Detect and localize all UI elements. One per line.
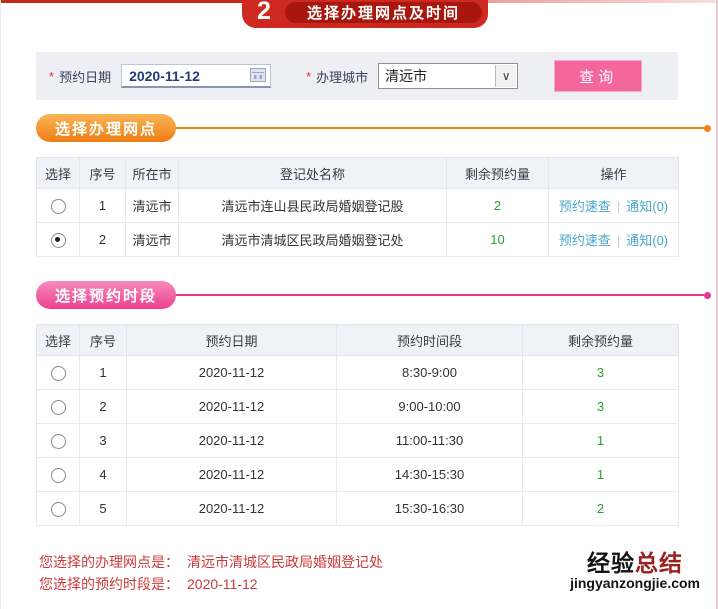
required-asterisk: * [49, 68, 55, 84]
section-dot [704, 291, 711, 299]
slot-remaining: 2 [522, 491, 679, 526]
slot-radio-1[interactable] [50, 365, 66, 381]
link-separator: | [616, 233, 621, 248]
table-row: 1 2020-11-12 8:30-9:00 3 [36, 355, 679, 390]
site-radio-1[interactable] [50, 198, 66, 214]
slot-remaining: 1 [522, 457, 679, 492]
slot-section-title: 选择预约时段 [36, 281, 176, 309]
site-remaining: 2 [446, 188, 549, 223]
col-header-seq: 序号 [79, 324, 127, 356]
col-header-select: 选择 [36, 157, 80, 189]
quick-check-link[interactable]: 预约速查 [558, 233, 611, 248]
site-name: 清远市连山县民政局婚姻登记股 [178, 188, 447, 223]
watermark-brand: 经验总结 [587, 550, 684, 576]
table-row: 2 清远市 清远市清城区民政局婚姻登记处 10 预约速查 | 通知(0) [36, 222, 679, 257]
site-seq: 2 [79, 222, 126, 257]
slot-date: 2020-11-12 [126, 355, 337, 390]
slot-radio-4[interactable] [50, 467, 66, 483]
col-header-select: 选择 [36, 324, 80, 356]
selected-slot-line: 您选择的预约时段是： 2020-11-12 [39, 573, 383, 595]
site-city: 清远市 [125, 222, 179, 257]
col-header-remaining: 剩余预约量 [522, 324, 679, 356]
selected-site-value: 清远市清城区民政局婚姻登记处 [187, 554, 383, 570]
slot-radio-3[interactable] [50, 433, 66, 449]
site-section-title: 选择办理网点 [36, 114, 176, 142]
city-label: 办理城市 [316, 69, 369, 85]
site-section-header: 选择办理网点 [36, 114, 711, 142]
table-row: 5 2020-11-12 15:30-16:30 2 [36, 491, 679, 526]
table-row: 4 2020-11-12 14:30-15:30 1 [36, 457, 679, 492]
slot-time: 8:30-9:00 [336, 355, 523, 390]
slot-time: 15:30-16:30 [336, 491, 523, 526]
calendar-icon[interactable] [250, 68, 267, 82]
notice-link[interactable]: 通知(0) [626, 233, 669, 248]
site-seq: 1 [79, 188, 126, 223]
col-header-actions: 操作 [548, 157, 679, 189]
slot-seq: 1 [79, 355, 127, 390]
selected-slot-value: 2020-11-12 [187, 576, 258, 592]
table-row: 1 清远市 清远市连山县民政局婚姻登记股 2 预约速查 | 通知(0) [36, 188, 679, 223]
slot-seq: 3 [79, 423, 127, 458]
col-header-date: 预约日期 [126, 324, 337, 356]
slot-section-header: 选择预约时段 [36, 281, 711, 309]
slot-time: 14:30-15:30 [336, 457, 523, 492]
query-button[interactable]: 查询 [554, 60, 643, 92]
link-separator: | [616, 199, 621, 214]
site-table-header-row: 选择 序号 所在市 登记处名称 剩余预约量 操作 [36, 157, 679, 189]
step-number: 2 [257, 0, 271, 25]
slot-seq: 4 [79, 457, 127, 492]
quick-check-link[interactable]: 预约速查 [558, 199, 611, 214]
slot-date: 2020-11-12 [126, 423, 337, 458]
date-input[interactable]: 2020-11-12 [121, 64, 272, 88]
selection-summary: 您选择的办理网点是： 清远市清城区民政局婚姻登记处 您选择的预约时段是： 2020-… [39, 551, 383, 595]
col-header-time: 预约时间段 [336, 324, 523, 356]
date-input-value: 2020-11-12 [129, 67, 200, 84]
slot-remaining: 3 [522, 389, 679, 424]
slot-table: 选择 序号 预约日期 预约时间段 剩余预约量 1 2020-11-12 8:30… [36, 324, 679, 526]
site-city: 清远市 [125, 188, 179, 223]
site-name: 清远市清城区民政局婚姻登记处 [178, 222, 447, 257]
notice-link[interactable]: 通知(0) [626, 199, 669, 214]
slot-radio-2[interactable] [50, 399, 66, 415]
city-select-value: 清远市 [385, 68, 428, 84]
slot-remaining: 1 [522, 423, 679, 458]
selected-slot-label: 您选择的预约时段是： [39, 576, 179, 592]
site-table: 选择 序号 所在市 登记处名称 剩余预约量 操作 1 清远市 清远市连山县民政局… [36, 157, 679, 257]
slot-date: 2020-11-12 [126, 491, 337, 526]
col-header-seq: 序号 [79, 157, 126, 189]
step-banner: 2 选择办理网点及时间 [242, 0, 488, 28]
date-label: 预约日期 [59, 69, 112, 85]
selected-site-line: 您选择的办理网点是： 清远市清城区民政局婚姻登记处 [39, 551, 383, 573]
slot-remaining: 3 [522, 355, 679, 390]
watermark-domain: jingyanzongjie.com [570, 575, 700, 592]
col-header-city: 所在市 [125, 157, 179, 189]
section-dot [704, 124, 711, 132]
site-radio-2[interactable] [50, 232, 66, 248]
site-remaining: 10 [446, 222, 549, 257]
slot-time: 9:00-10:00 [336, 389, 523, 424]
section-line [172, 127, 704, 129]
table-row: 2 2020-11-12 9:00-10:00 3 [36, 389, 679, 424]
slot-table-header-row: 选择 序号 预约日期 预约时间段 剩余预约量 [36, 324, 679, 356]
slot-radio-5[interactable] [50, 501, 66, 517]
slot-seq: 2 [79, 389, 127, 424]
query-form-bar: * 预约日期 2020-11-12 * 办理城市 清远市 ∨ 查询 [36, 52, 678, 100]
city-select[interactable]: 清远市 ∨ [378, 63, 519, 89]
col-header-remaining: 剩余预约量 [446, 157, 549, 189]
step-title: 选择办理网点及时间 [285, 2, 482, 23]
slot-seq: 5 [79, 491, 127, 526]
col-header-name: 登记处名称 [178, 157, 447, 189]
watermark: 经验总结 jingyanzongjie.com [570, 550, 700, 592]
chevron-down-icon[interactable]: ∨ [495, 65, 517, 87]
slot-time: 11:00-11:30 [336, 423, 523, 458]
selected-site-label: 您选择的办理网点是： [39, 554, 179, 570]
slot-date: 2020-11-12 [126, 457, 337, 492]
section-line [172, 294, 704, 296]
slot-date: 2020-11-12 [126, 389, 337, 424]
table-row: 3 2020-11-12 11:00-11:30 1 [36, 423, 679, 458]
required-asterisk: * [306, 68, 312, 84]
